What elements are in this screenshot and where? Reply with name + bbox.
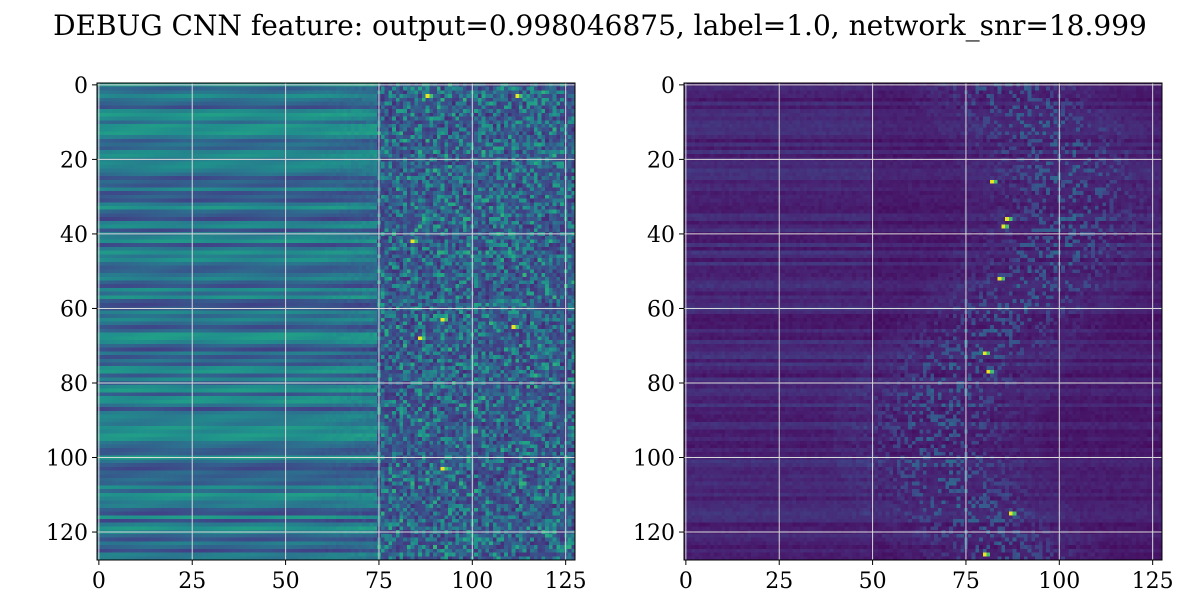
y-tick-label: 20: [647, 148, 675, 173]
y-tick-label: 60: [60, 297, 88, 322]
y-tick-label: 40: [60, 223, 88, 248]
x-tick-label: 100: [1038, 569, 1080, 594]
x-tick-label: 25: [178, 569, 206, 594]
x-tick-label: 25: [765, 569, 793, 594]
x-tick-label: 125: [545, 569, 587, 594]
x-tick-label: 50: [272, 569, 300, 594]
x-tick-label: 75: [952, 569, 980, 594]
x-tick-label: 50: [859, 569, 887, 594]
x-tick-label: 100: [451, 569, 493, 594]
x-tick-label: 0: [679, 569, 693, 594]
figure-title: DEBUG CNN feature: output=0.998046875, l…: [53, 9, 1147, 42]
y-tick-label: 40: [647, 223, 675, 248]
axes-frame: [96, 82, 576, 561]
y-tick-label: 0: [74, 74, 88, 99]
y-tick-label: 120: [633, 521, 675, 546]
x-tick-label: 75: [365, 569, 393, 594]
y-tick-label: 80: [647, 372, 675, 397]
heatmap-image: [97, 83, 575, 560]
heatmap-image: [684, 83, 1162, 560]
y-tick-label: 80: [60, 372, 88, 397]
y-tick-label: 0: [661, 74, 675, 99]
axes-frame: [683, 82, 1163, 561]
y-tick-label: 120: [46, 521, 88, 546]
y-tick-label: 60: [647, 297, 675, 322]
y-tick-label: 100: [633, 447, 675, 472]
x-tick-label: 125: [1132, 569, 1174, 594]
heatmap-panel-right: 0 25 50 75 100 125 0 20 40 60 80 100 120: [633, 74, 1174, 594]
y-tick-label: 20: [60, 148, 88, 173]
x-tick-label: 0: [92, 569, 106, 594]
heatmap-panel-left: 0 25 50 75 100 125 0 20 40 60 80 100 120: [46, 74, 587, 594]
y-tick-label: 100: [46, 447, 88, 472]
